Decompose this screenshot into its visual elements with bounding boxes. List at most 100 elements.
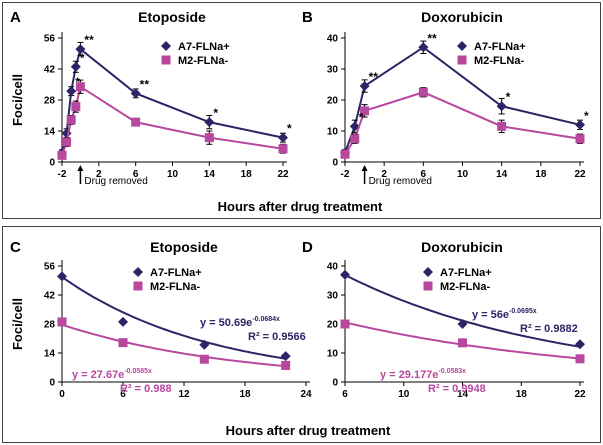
panel-b-significance-3: * (506, 90, 511, 104)
panel-c-point-m2-2 (199, 354, 209, 364)
panel-d-point-a7-1 (457, 319, 468, 329)
panel-a-annotation: Drug removed (84, 176, 147, 187)
panel-c-x-tick-label-4: 24 (300, 389, 312, 400)
panel-a-point-a7-6 (204, 117, 215, 128)
panel-b-legend-marker-a7 (457, 41, 467, 51)
panel-c-y-tick-label-0: 0 (49, 378, 55, 389)
panel-b-point-m2-4 (497, 121, 507, 131)
panel-c-x-tick-label-1: 6 (120, 389, 126, 400)
panel-a-x-tick-label-3: 10 (167, 169, 179, 180)
panel-a-ylabel: Foci/cell (10, 74, 25, 126)
panel-a-y-tick-label-3: 42 (44, 65, 56, 76)
panel-b-significance-1: ** (369, 70, 379, 84)
panel-b-annotation: Drug removed (369, 176, 432, 187)
panel-c-point-a7-1 (118, 316, 128, 327)
panel-a-point-a7-4 (75, 44, 86, 55)
panel-c-letter: C (10, 239, 21, 256)
panel-d-point-a7-2 (575, 339, 585, 350)
panel-c-point-a7-2 (199, 339, 210, 350)
panel-b-y-tick-label-0: 0 (332, 158, 338, 169)
panel-b-series-line-m2 (344, 91, 581, 155)
panel-c-y-tick-label-2: 28 (44, 320, 56, 331)
panel-c-equation-a7: y = 50.69e-0.0684x (200, 316, 280, 329)
panel-b-point-a7-4 (496, 101, 507, 112)
panel-c-trendline-m2 (61, 323, 286, 368)
panel-a-significance-4: * (213, 106, 218, 120)
panel-b-x-tick-label-6: 22 (574, 169, 586, 180)
panel-d-point-m2-2 (575, 354, 585, 364)
panel-a-point-m2-6 (204, 133, 214, 143)
panel-a-series-line-m2 (61, 85, 284, 156)
panel-d-x-tick-label-0: 6 (342, 389, 348, 400)
panel-c-legend-label-m2: M2-FLNa- (150, 281, 200, 293)
panel-a-y-tick-label-0: 0 (49, 158, 55, 169)
panel-c-y-tick-label-3: 42 (44, 291, 56, 302)
panel-b-y-tick-label-3: 30 (327, 65, 339, 76)
panel-d-r2-a7: R² = 0.9882 (520, 323, 578, 335)
panel-a-point-a7-3 (70, 61, 81, 72)
panel-a-legend-marker-a7 (161, 41, 171, 51)
panel-c-x-tick-label-3: 18 (239, 389, 251, 400)
panel-a-point-a7-7 (278, 132, 288, 143)
panel-d-y-tick-label-0: 0 (332, 378, 338, 389)
panel-a-significance-2: ** (84, 33, 94, 47)
panel-a-significance-3: ** (140, 77, 150, 91)
panel-d-equation-m2: y = 29.177e-0.0583x (380, 368, 466, 381)
panel-a-series-line-a7 (61, 47, 284, 154)
panel-b-significance-4: * (584, 109, 589, 123)
panel-b-x-tick-label-1: 2 (381, 169, 387, 180)
panel-d-y-tick-label-4: 40 (327, 262, 339, 273)
panel-c-point-m2-1 (118, 338, 128, 348)
panel-d-legend-label-m2: M2-FLNa- (440, 281, 490, 293)
panel-d-x-tick-label-1: 10 (398, 389, 410, 400)
panel-b-point-m2-2 (360, 106, 370, 116)
panel-d-r2-m2: R² = 0.9948 (428, 383, 486, 395)
panel-a-point-m2-5 (131, 117, 141, 127)
panel-c-r2-m2: R² = 0.988 (120, 383, 172, 395)
panel-b-point-m2-0 (340, 149, 350, 159)
panel-d-legend-marker-a7 (423, 267, 433, 277)
panel-a-x-tick-label-2: 6 (133, 169, 139, 180)
panel-a-point-a7-5 (130, 88, 141, 99)
panel-b-point-a7-3 (418, 42, 429, 53)
panel-b-x-tick-label-0: -2 (341, 169, 350, 180)
panel-b-point-m2-1 (350, 134, 360, 144)
panel-d-point-a7-0 (340, 269, 350, 280)
panel-c-legend-marker-a7 (133, 267, 143, 277)
panel-a-legend-label-a7: A7-FLNa+ (178, 41, 230, 53)
panel-d-legend-marker-m2 (423, 281, 433, 291)
panel-c-legend-marker-m2 (133, 281, 143, 291)
xlabel-bottom: Hours after drug treatment (226, 423, 391, 438)
panel-b-point-m2-3 (418, 87, 428, 97)
panel-a-x-tick-label-1: 2 (96, 169, 102, 180)
panel-c-equation-m2: y = 27.67e-0.0585x (72, 368, 152, 381)
panel-a-y-tick-label-2: 28 (44, 96, 56, 107)
top-panel-frame (2, 2, 601, 219)
panel-a-point-a7-2 (66, 86, 77, 97)
panel-a-point-m2-2 (66, 115, 76, 125)
panel-c-trendline-a7 (61, 276, 286, 360)
panel-c-r2-a7: R² = 0.9566 (248, 331, 306, 343)
panel-a-point-m2-7 (278, 144, 288, 154)
panel-b-y-tick-label-1: 10 (327, 127, 339, 138)
panel-b-title: Doxorubicin (421, 9, 503, 25)
panel-a-point-m2-1 (62, 137, 72, 147)
panel-b-legend-label-m2: M2-FLNa- (474, 55, 524, 67)
panel-c-point-a7-0 (57, 271, 67, 282)
panel-d-y-tick-label-1: 10 (327, 349, 339, 360)
panel-c-y-tick-label-1: 14 (44, 349, 56, 360)
panel-c-x-tick-label-2: 12 (178, 389, 190, 400)
panel-d-point-m2-0 (340, 319, 350, 329)
panel-a-point-m2-3 (71, 102, 81, 112)
panel-a-significance-0: * (75, 75, 80, 89)
panel-b-x-tick-label-5: 18 (535, 169, 547, 180)
panel-b-point-a7-5 (575, 119, 585, 130)
panel-a-title: Etoposide (138, 9, 206, 25)
xlabel-top: Hours after drug treatment (218, 199, 383, 214)
panel-d-x-tick-label-4: 22 (574, 389, 586, 400)
panel-a-significance-5: * (287, 122, 292, 136)
panel-a-x-tick-label-6: 22 (277, 169, 289, 180)
panel-a-annotation-arrowhead (77, 165, 84, 171)
panel-a-legend-label-m2: M2-FLNa- (178, 55, 228, 67)
